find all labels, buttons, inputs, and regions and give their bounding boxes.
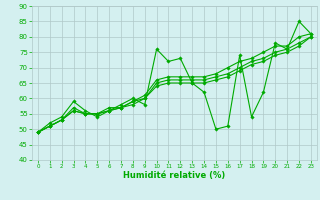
- X-axis label: Humidité relative (%): Humidité relative (%): [123, 171, 226, 180]
